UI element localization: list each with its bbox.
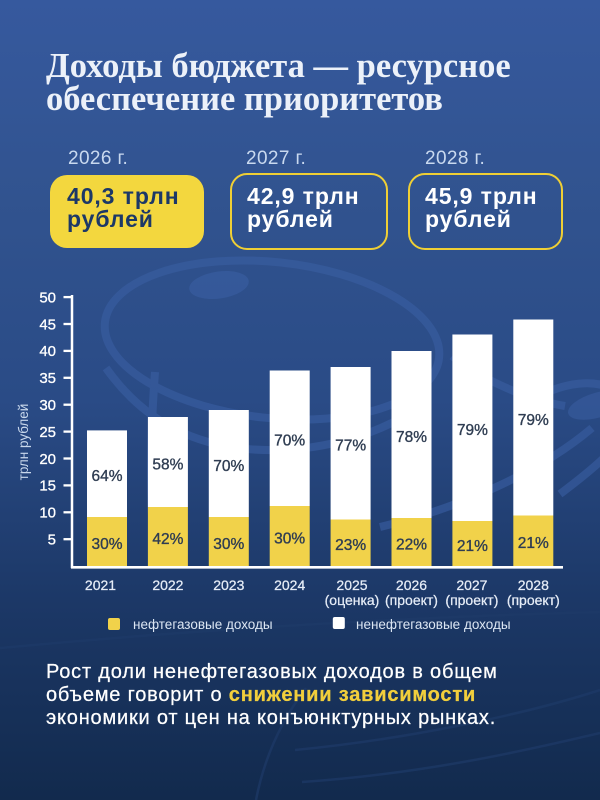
svg-text:79%: 79% bbox=[518, 412, 549, 429]
svg-text:(оценка): (оценка) bbox=[325, 592, 380, 608]
svg-text:10: 10 bbox=[39, 505, 56, 522]
svg-text:21%: 21% bbox=[518, 535, 549, 552]
svg-text:2022: 2022 bbox=[152, 577, 183, 593]
svg-text:79%: 79% bbox=[457, 422, 488, 439]
svg-text:23%: 23% bbox=[335, 537, 366, 554]
svg-text:50: 50 bbox=[39, 289, 56, 306]
svg-text:64%: 64% bbox=[91, 468, 122, 485]
svg-text:2025: 2025 bbox=[336, 577, 367, 593]
svg-text:30: 30 bbox=[39, 397, 56, 414]
svg-text:(проект): (проект) bbox=[385, 592, 438, 608]
svg-text:78%: 78% bbox=[396, 429, 427, 446]
svg-text:2026: 2026 bbox=[396, 577, 427, 593]
svg-text:70%: 70% bbox=[213, 458, 244, 475]
svg-text:ненефтегазовые доходы: ненефтегазовые доходы bbox=[356, 617, 511, 632]
svg-text:2024: 2024 bbox=[274, 577, 305, 593]
svg-text:трлн рублей: трлн рублей bbox=[16, 404, 31, 481]
svg-text:(проект): (проект) bbox=[445, 592, 498, 608]
svg-text:30%: 30% bbox=[274, 531, 305, 548]
svg-text:2021: 2021 bbox=[85, 577, 116, 593]
svg-text:2028: 2028 bbox=[518, 577, 549, 593]
svg-text:нефтегазовые доходы: нефтегазовые доходы bbox=[133, 617, 273, 632]
svg-text:30%: 30% bbox=[213, 536, 244, 553]
svg-text:58%: 58% bbox=[152, 457, 183, 474]
svg-text:40: 40 bbox=[39, 343, 56, 360]
svg-text:25: 25 bbox=[39, 424, 56, 441]
svg-text:35: 35 bbox=[39, 370, 56, 387]
svg-text:2023: 2023 bbox=[213, 577, 244, 593]
svg-text:42%: 42% bbox=[152, 531, 183, 548]
svg-text:77%: 77% bbox=[335, 438, 366, 455]
svg-text:45: 45 bbox=[39, 316, 56, 333]
svg-text:70%: 70% bbox=[274, 433, 305, 450]
svg-text:(проект): (проект) bbox=[507, 592, 560, 608]
svg-text:21%: 21% bbox=[457, 538, 488, 555]
svg-text:5: 5 bbox=[48, 532, 56, 549]
svg-text:15: 15 bbox=[39, 478, 56, 495]
svg-text:22%: 22% bbox=[396, 537, 427, 554]
svg-text:20: 20 bbox=[39, 451, 56, 468]
svg-text:2027: 2027 bbox=[456, 577, 487, 593]
svg-text:30%: 30% bbox=[91, 536, 122, 553]
